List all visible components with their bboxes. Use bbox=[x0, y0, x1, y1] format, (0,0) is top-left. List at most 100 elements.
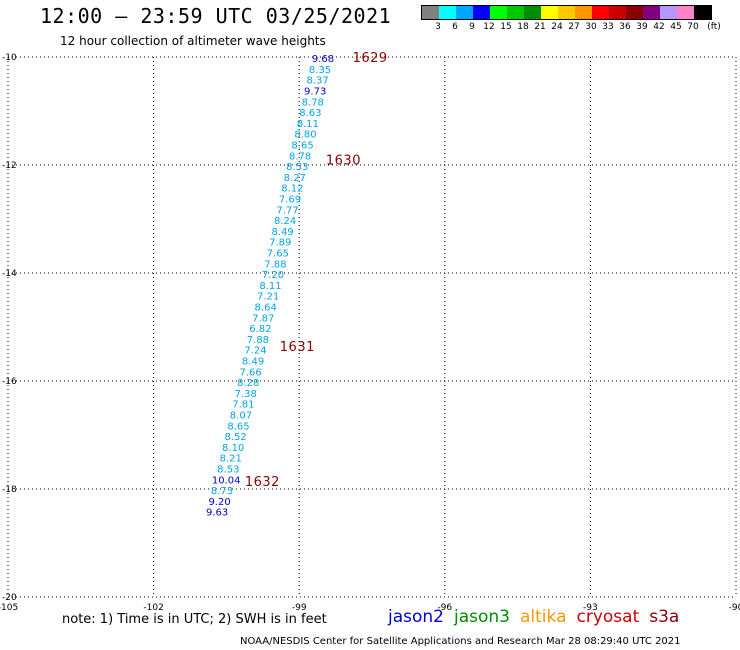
pass-number-label: 1630 bbox=[326, 154, 361, 169]
satellite-name-cryosat: cryosat bbox=[576, 607, 640, 627]
color-scale-labels: 3 6 9 12 15 18 21 24 27 30 33 36 39 42 45 70 (ft) bbox=[421, 20, 721, 32]
color-scale-bar bbox=[421, 5, 712, 20]
wave-height-value: 9.73 bbox=[304, 86, 326, 97]
wave-height-value: 8.49 bbox=[242, 356, 264, 367]
wave-height-value: 7.88 bbox=[264, 259, 286, 270]
wave-height-value: 8.21 bbox=[220, 454, 242, 465]
color-scale-label: 24 bbox=[551, 22, 563, 32]
wave-height-value: 8.37 bbox=[306, 76, 328, 87]
note-text: note: 1) Time is in UTC; 2) SWH is in fe… bbox=[62, 612, 327, 627]
wave-height-value: 8.24 bbox=[274, 216, 296, 227]
wave-height-value: 8.11 bbox=[259, 281, 281, 292]
wave-height-value: 7.88 bbox=[247, 335, 269, 346]
wave-height-value: 8.49 bbox=[272, 227, 294, 238]
wave-height-value: 7.66 bbox=[240, 367, 262, 378]
longitude-tick-label: -102 bbox=[143, 603, 163, 613]
color-swatch bbox=[490, 6, 507, 19]
wave-height-value: 8.53 bbox=[286, 162, 308, 173]
color-swatch bbox=[422, 6, 439, 19]
wave-height-value: 7.77 bbox=[276, 205, 298, 216]
wave-height-value: 8.28 bbox=[237, 378, 259, 389]
chart-title: 12:00 – 23:59 UTC 03/25/2021 bbox=[40, 4, 392, 28]
longitude-tick-label: -105 bbox=[0, 603, 18, 613]
color-swatch bbox=[660, 6, 677, 19]
satellite-name-jason3: jason3 bbox=[454, 607, 510, 627]
wave-height-observations: 9.688.358.379.738.788.638.118.808.658.78… bbox=[206, 54, 334, 519]
wave-height-value: 10.04 bbox=[212, 475, 241, 486]
color-swatch bbox=[694, 6, 711, 19]
wave-height-value: 7.20 bbox=[262, 270, 284, 281]
wave-height-value: 7.65 bbox=[267, 248, 289, 259]
color-swatch bbox=[592, 6, 609, 19]
wave-height-value: 8.11 bbox=[297, 119, 319, 130]
wave-height-value: 7.21 bbox=[257, 292, 279, 303]
wave-height-value: 8.10 bbox=[222, 443, 244, 454]
color-scale-label: 27 bbox=[568, 22, 580, 32]
color-swatch bbox=[507, 6, 524, 19]
wave-height-value: 8.35 bbox=[309, 65, 331, 76]
latitude-tick-label: -16 bbox=[2, 377, 17, 387]
satellite-legend: jason2 jason3 altika cryosat s3a bbox=[388, 607, 679, 627]
color-scale-label: 21 bbox=[534, 22, 546, 32]
map-grid bbox=[7, 56, 737, 598]
longitude-tick-label: -96 bbox=[437, 603, 452, 613]
color-swatch bbox=[558, 6, 575, 19]
wave-height-value: 8.73 bbox=[211, 486, 233, 497]
latitude-tick-label: -12 bbox=[2, 161, 17, 171]
color-swatch bbox=[677, 6, 694, 19]
longitude-tick-label: -93 bbox=[583, 603, 598, 613]
satellite-name-altika: altika bbox=[520, 607, 567, 627]
color-scale-label: 70 bbox=[687, 22, 699, 32]
wave-height-value: 8.65 bbox=[291, 140, 313, 151]
pass-labels: 1629 1630 1631 1632 bbox=[245, 51, 387, 490]
chart-subtitle: 12 hour collection of altimeter wave hei… bbox=[60, 34, 326, 48]
wave-height-value: 8.65 bbox=[227, 421, 249, 432]
wave-height-value: 8.78 bbox=[302, 97, 324, 108]
color-scale-label: 12 bbox=[483, 22, 495, 32]
latitude-tick-label: -20 bbox=[2, 593, 17, 603]
axis-tick-labels: -105 -102 -99 -96 -93 -90 -10 -12 -14 -16 -18 -20 bbox=[0, 53, 740, 613]
longitude-tick-label: -90 bbox=[729, 603, 740, 613]
wave-height-value: 9.68 bbox=[312, 54, 334, 65]
satellite-name-jason2: jason2 bbox=[388, 607, 444, 627]
satellite-name-s3a: s3a bbox=[649, 607, 680, 627]
color-scale-label: 42 bbox=[653, 22, 665, 32]
wave-height-value: 8.52 bbox=[224, 432, 246, 443]
color-swatch bbox=[541, 6, 558, 19]
wave-height-value: 8.53 bbox=[217, 464, 239, 475]
wave-height-value: 7.69 bbox=[279, 194, 301, 205]
wave-height-value: 8.27 bbox=[284, 173, 306, 184]
wave-height-value: 9.20 bbox=[208, 497, 230, 508]
color-scale-label: 30 bbox=[585, 22, 597, 32]
color-swatch bbox=[609, 6, 626, 19]
wave-height-value: 8.80 bbox=[294, 130, 316, 141]
wave-height-value: 7.81 bbox=[232, 400, 254, 411]
color-scale-label: 33 bbox=[602, 22, 614, 32]
color-swatch bbox=[643, 6, 660, 19]
color-swatch bbox=[439, 6, 456, 19]
color-scale-label: 39 bbox=[636, 22, 648, 32]
color-swatch bbox=[626, 6, 643, 19]
wave-height-value: 7.24 bbox=[244, 346, 266, 357]
latitude-tick-label: -14 bbox=[2, 269, 17, 279]
color-scale-label: 3 bbox=[435, 22, 441, 32]
wave-height-value: 7.87 bbox=[252, 313, 274, 324]
wave-height-value: 7.89 bbox=[269, 238, 291, 249]
color-scale-label: 18 bbox=[517, 22, 529, 32]
color-scale-label: 6 bbox=[452, 22, 458, 32]
wave-height-value: 8.12 bbox=[281, 184, 303, 195]
color-scale-label: 45 bbox=[670, 22, 682, 32]
color-scale-label: 9 bbox=[469, 22, 475, 32]
color-scale-label: (ft) bbox=[707, 22, 721, 32]
wave-height-value: 8.07 bbox=[230, 410, 252, 421]
wave-height-value: 8.78 bbox=[289, 151, 311, 162]
latitude-tick-label: -18 bbox=[2, 485, 17, 495]
longitude-tick-label: -99 bbox=[292, 603, 307, 613]
color-scale-label: 36 bbox=[619, 22, 631, 32]
color-scale-label: 15 bbox=[500, 22, 512, 32]
color-swatch bbox=[456, 6, 473, 19]
wave-height-value: 8.64 bbox=[255, 302, 277, 313]
color-scale-legend: 3 6 9 12 15 18 21 24 27 30 33 36 39 42 45 70 (ft) bbox=[421, 5, 721, 32]
wave-height-value: 7.38 bbox=[235, 389, 257, 400]
